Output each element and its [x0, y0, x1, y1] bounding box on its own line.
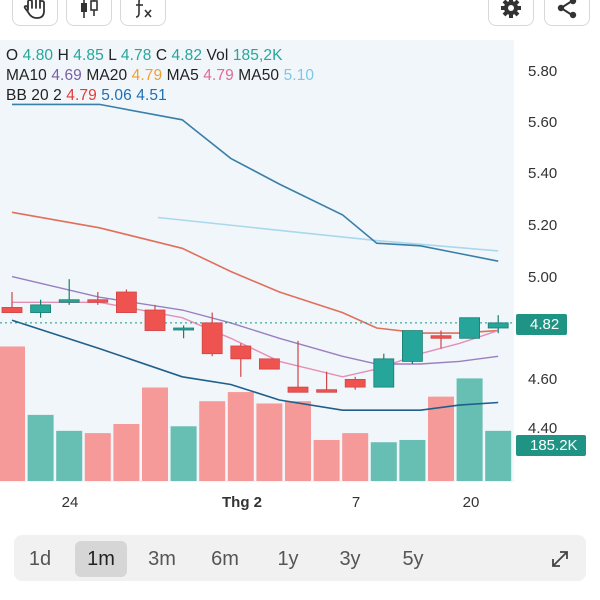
volume-bar	[342, 433, 369, 481]
candle-body	[201, 322, 223, 355]
volume-tag: 185.2K	[516, 435, 586, 456]
legend-volume: Vol 185,2K	[206, 47, 283, 64]
legend-ma-line: MA10 4.69 MA20 4.79 MA5 4.79 MA50 5.10	[6, 67, 314, 85]
volume-bar	[56, 430, 83, 481]
volume-bar	[142, 387, 168, 481]
tab-6m[interactable]: 6m	[211, 547, 239, 570]
bb-middle-line	[11, 211, 499, 334]
volume-bar	[170, 426, 197, 481]
share-button[interactable]	[544, 0, 590, 26]
ma5-line	[12, 301, 499, 378]
tab-1y[interactable]: 1y	[277, 547, 299, 570]
legend-high: H 4.85	[57, 47, 104, 64]
candle-body	[316, 389, 338, 393]
x-tick: 20	[462, 494, 480, 511]
candle-body	[230, 345, 252, 360]
candle-body	[373, 358, 395, 388]
indicator-function-icon	[135, 0, 152, 18]
y-tick: 5.40	[528, 165, 558, 182]
volume-bar	[285, 401, 311, 481]
volume-bar	[313, 439, 340, 481]
x-tick: 24	[61, 494, 79, 511]
volume-bar	[27, 414, 54, 481]
candle-body	[258, 358, 280, 370]
candle-body	[144, 309, 166, 331]
timeframe-bar: 1d 1m 3m 6m 1y 3y 5y	[14, 535, 586, 581]
legend-bb-middle: 4.79	[66, 87, 97, 104]
bb-upper-line	[12, 103, 499, 262]
indicators-button[interactable]	[120, 0, 166, 26]
y-tick: 5.00	[528, 269, 558, 286]
volume-bar	[256, 403, 283, 481]
candlestick-type-button[interactable]	[66, 0, 112, 26]
tab-5y[interactable]: 5y	[402, 547, 424, 570]
y-tick: 5.80	[528, 63, 558, 80]
legend-ohlc-line: O 4.80 H 4.85 L 4.78 C 4.82 Vol 185,2K	[6, 47, 283, 65]
legend-ma10: MA10 4.69	[6, 67, 82, 84]
legend-ma5: MA5 4.79	[166, 67, 234, 84]
tab-1d[interactable]: 1d	[28, 547, 52, 570]
last-price-tag: 4.82	[516, 314, 568, 335]
legend-ma50: MA50 5.10	[238, 67, 315, 84]
candle-body	[116, 291, 137, 313]
expand-button[interactable]	[534, 541, 586, 577]
volume-bar	[227, 392, 254, 481]
legend-bb-label: BB 20 2	[6, 87, 62, 104]
tab-1m[interactable]: 1m	[75, 541, 127, 577]
candle-body	[487, 322, 509, 329]
volume-bar	[199, 401, 226, 481]
share-icon	[557, 0, 577, 19]
legend-bb-line: BB 20 2 4.79 5.06 4.51	[6, 87, 167, 105]
candle-body	[430, 335, 452, 339]
settings-button[interactable]	[488, 0, 534, 26]
candle-body	[30, 304, 52, 313]
x-tick: Thg 2	[222, 494, 262, 511]
legend-ma20: MA20 4.79	[86, 67, 163, 84]
volume-bar	[84, 433, 111, 481]
y-tick: 5.60	[528, 114, 558, 131]
legend-open: O 4.80	[6, 47, 54, 64]
y-tick: 5.20	[528, 217, 558, 234]
ma50-line	[157, 216, 499, 252]
volume-bar	[370, 442, 397, 481]
candle-body	[1, 307, 23, 313]
x-tick: 7	[351, 494, 361, 511]
volume-bar	[485, 430, 512, 481]
y-tick: 4.60	[528, 371, 558, 388]
ma10-line	[11, 275, 499, 365]
candle-body	[459, 317, 481, 339]
volume-bar	[113, 424, 140, 481]
tab-3m[interactable]: 3m	[148, 547, 176, 570]
candle-body	[287, 386, 309, 393]
candle-body	[173, 327, 195, 331]
candle-body	[344, 378, 366, 388]
volume-bar	[0, 346, 25, 481]
legend-bb-lower: 4.51	[136, 87, 167, 104]
legend-bb-upper: 5.06	[101, 87, 132, 104]
hand-drag-button[interactable]	[12, 0, 58, 26]
candle-body	[58, 299, 80, 303]
gear-icon	[501, 0, 521, 18]
legend-close: C 4.82	[155, 47, 203, 64]
bb-lower-line	[11, 319, 499, 411]
candle-body	[401, 330, 423, 362]
candle-body	[87, 299, 109, 303]
legend-low: L 4.78	[108, 47, 152, 64]
y-tick: 4.40	[528, 420, 558, 437]
volume-bar	[428, 396, 454, 481]
tab-3y[interactable]: 3y	[339, 547, 361, 570]
expand-diagonal-icon	[552, 551, 568, 567]
candlestick-icon	[81, 0, 98, 18]
volume-bar	[456, 378, 483, 481]
volume-bar	[399, 439, 426, 481]
